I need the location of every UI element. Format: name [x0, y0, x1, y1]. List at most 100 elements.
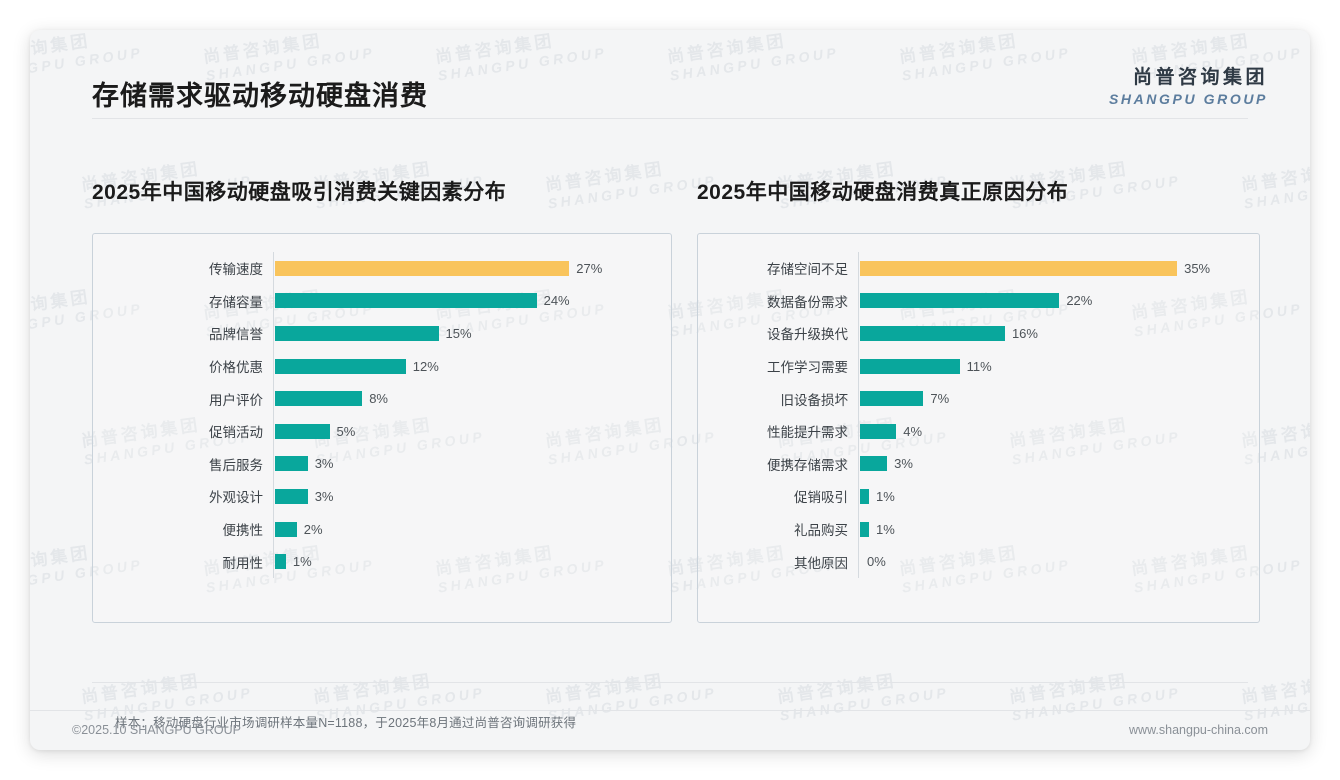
bar-value-label: 1% — [876, 521, 895, 537]
bar-track: 22% — [858, 284, 1259, 318]
bar-track: 15% — [273, 317, 671, 350]
bar — [860, 293, 1060, 309]
chart-card-left: 传输速度 27% 存储容量 24% 品牌信誉 15% 价格优惠 12% 用户评价 8% 促销活动 5%… — [92, 233, 672, 623]
brand-logo: 尚普咨询集团 SHANGPU GROUP — [1109, 62, 1268, 107]
bar-track: 1% — [273, 545, 671, 578]
chart-panel-left: 2025年中国移动硬盘吸引消费关键因素分布 传输速度 27% 存储容量 24% 品牌信誉… — [92, 176, 672, 623]
bar-value-label: 35% — [1184, 260, 1211, 276]
bar — [275, 293, 537, 309]
bar — [860, 423, 897, 439]
bar-category-label: 外观设计 — [209, 490, 263, 506]
bar-row: 传输速度 27% — [93, 252, 671, 285]
bar-value-label: 8% — [369, 391, 388, 407]
brand-name-cn: 尚普咨询集团 — [1132, 67, 1268, 88]
bar-value-label: 1% — [292, 554, 312, 570]
bar — [275, 260, 570, 276]
bar-track: 35% — [858, 252, 1259, 285]
bar — [860, 456, 888, 472]
chart-title-left: 2025年中国移动硬盘吸引消费关键因素分布 — [92, 181, 507, 204]
bar-row: 其他原因 0% — [698, 545, 1259, 578]
bar — [275, 521, 297, 537]
bar-rows-left: 传输速度 27% 存储容量 24% 品牌信誉 15% 价格优惠 12% 用户评价 8% 促销活动 5%… — [93, 234, 671, 578]
bar-row: 便携存储需求 3% — [698, 447, 1259, 481]
bar-row: 礼品购买 1% — [698, 512, 1259, 546]
bar-track: 1% — [858, 480, 1259, 513]
bar — [860, 358, 960, 374]
bar-category-label: 售后服务 — [209, 457, 263, 473]
bar-category-label: 数据备份需求 — [767, 294, 848, 310]
bar-track: 4% — [858, 414, 1259, 448]
bar-row: 便携性 2% — [93, 512, 671, 546]
bar-category-label: 性能提升需求 — [767, 425, 848, 441]
bar-row: 促销吸引 1% — [698, 480, 1259, 513]
bar-value-label: 11% — [966, 358, 992, 374]
bar-value-label: 2% — [303, 521, 323, 537]
bar-track: 12% — [273, 349, 671, 383]
bar-row: 耐用性 1% — [93, 545, 671, 578]
bar-value-label: 3% — [314, 456, 334, 472]
bar-track: 0% — [858, 545, 1259, 578]
website-url[interactable]: www.shangpu-china.com — [1129, 723, 1268, 737]
bar — [275, 456, 308, 472]
bar-value-label: 16% — [1011, 325, 1038, 341]
bar-category-label: 礼品购买 — [794, 523, 848, 539]
bar-category-label: 促销活动 — [209, 425, 263, 441]
bar-track: 3% — [858, 447, 1259, 481]
bar — [275, 325, 439, 341]
bar — [275, 423, 330, 439]
bar-category-label: 用户评价 — [209, 392, 263, 408]
bar — [860, 391, 924, 407]
bar — [275, 488, 308, 504]
bar-category-label: 促销吸引 — [794, 490, 848, 506]
bar-row: 性能提升需求 4% — [698, 414, 1259, 448]
bar-track: 11% — [858, 349, 1259, 383]
bar-category-label: 其他原因 — [794, 555, 848, 571]
bar-row: 存储空间不足 35% — [698, 252, 1259, 285]
bar-row: 设备升级换代 16% — [698, 317, 1259, 350]
bar-category-label: 耐用性 — [222, 555, 264, 571]
slide-footer: ©2025.10 SHANGPU GROUP www.shangpu-china… — [30, 710, 1310, 750]
bar-value-label: 5% — [336, 423, 356, 439]
bar-category-label: 传输速度 — [209, 262, 263, 278]
bar-track: 1% — [858, 512, 1259, 546]
sample-footnote: 样本：移动硬盘行业市场调研样本量N=1188，于2025年8月通过尚普咨询调研获… — [115, 716, 577, 730]
bar-category-label: 设备升级换代 — [767, 327, 848, 343]
bar-category-label: 价格优惠 — [209, 360, 263, 376]
bar-value-label: 15% — [445, 325, 472, 341]
bar-value-label: 4% — [903, 423, 923, 439]
bar-track: 27% — [273, 252, 671, 285]
bar — [275, 554, 286, 570]
bar-row: 价格优惠 12% — [93, 349, 671, 383]
bar — [275, 358, 406, 374]
bar-row: 数据备份需求 22% — [698, 284, 1259, 318]
bar-track: 24% — [273, 284, 671, 318]
bar-value-label: 22% — [1066, 293, 1093, 309]
chart-card-right: 存储空间不足 35% 数据备份需求 22% 设备升级换代 16% 工作学习需要 11% 旧设备损… — [697, 233, 1260, 623]
bar-category-label: 品牌信誉 — [209, 327, 263, 343]
bar-category-label: 便携性 — [222, 523, 264, 539]
bar-category-label: 工作学习需要 — [767, 360, 848, 376]
bar-row: 用户评价 8% — [93, 382, 671, 415]
chart-panel-right: 2025年中国移动硬盘消费真正原因分布 存储空间不足 35% 数据备份需求 22% 设备… — [697, 176, 1260, 623]
bar-row: 售后服务 3% — [93, 447, 671, 481]
bar-value-label: 27% — [576, 260, 603, 276]
brand-name-en: SHANGPU GROUP — [1108, 91, 1268, 107]
bar-value-label: 1% — [876, 488, 895, 504]
bar — [860, 325, 1005, 341]
slide-header: 存储需求驱动移动硬盘消费 尚普咨询集团 SHANGPU GROUP — [30, 30, 1310, 118]
bar-value-label: 24% — [543, 293, 570, 309]
bar-rows-right: 存储空间不足 35% 数据备份需求 22% 设备升级换代 16% 工作学习需要 11% 旧设备损… — [698, 234, 1259, 578]
chart-title-right: 2025年中国移动硬盘消费真正原因分布 — [697, 181, 1069, 204]
bar-track: 7% — [858, 382, 1259, 415]
slide: 尚普咨询集团 SHANGPU GROUP 尚普咨询集团 SHANGPU GROUP 尚普… — [30, 30, 1310, 750]
bar-category-label: 存储容量 — [209, 294, 263, 310]
copyright-text: ©2025.10 SHANGPU GROUP — [72, 723, 241, 737]
bar-track: 3% — [273, 447, 671, 481]
bar-value-label: 12% — [412, 358, 439, 374]
bar-value-label: 7% — [930, 391, 950, 407]
page-title: 存储需求驱动移动硬盘消费 — [92, 81, 428, 111]
bar — [860, 488, 870, 504]
header-divider — [92, 118, 1248, 119]
bar-row: 外观设计 3% — [93, 480, 671, 513]
bar-row: 品牌信誉 15% — [93, 317, 671, 350]
